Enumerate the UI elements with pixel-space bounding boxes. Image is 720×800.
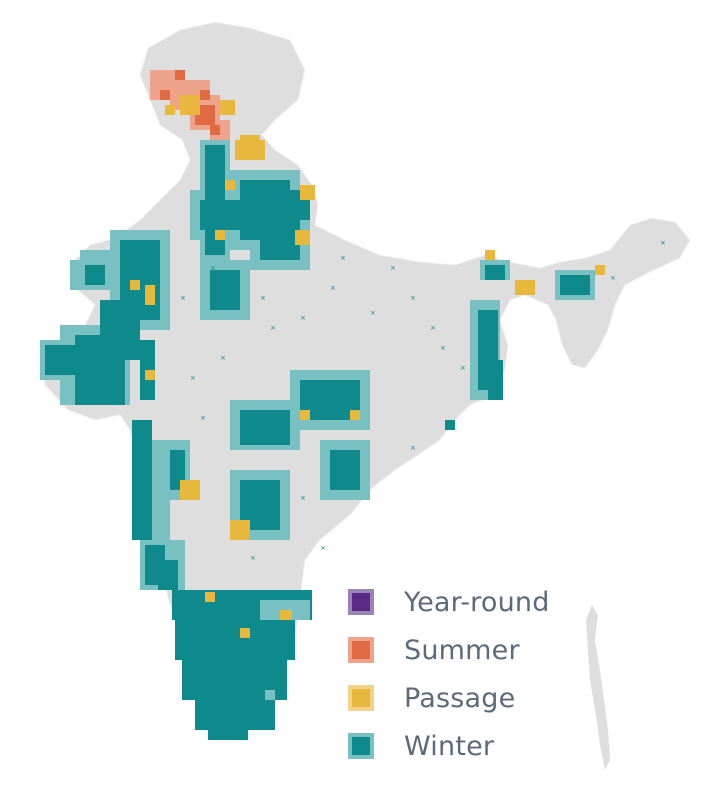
grid-cell (200, 200, 240, 230)
winter-swatch (348, 733, 374, 759)
legend-label: Summer (404, 634, 520, 666)
grid-cell (100, 300, 140, 360)
grid-cell (200, 90, 210, 100)
grid-cell (280, 610, 292, 620)
grid-cell (210, 125, 220, 135)
grid-cell (265, 690, 275, 700)
record-marker: × (210, 264, 216, 272)
record-markers: × × × × × × × × × × × × × × × × × × × × × × × (180, 239, 666, 562)
record-marker: × (660, 239, 666, 247)
grid-cell (205, 592, 215, 602)
grid-cell (330, 450, 360, 490)
record-marker: × (460, 364, 466, 372)
grid-cell (160, 90, 170, 100)
grid-cell (240, 410, 290, 445)
grid-cells (40, 70, 605, 740)
grid-cell (260, 220, 300, 260)
record-marker: × (370, 309, 376, 317)
record-marker: × (320, 544, 326, 552)
grid-cell (175, 70, 185, 80)
record-marker: × (410, 294, 416, 302)
grid-cell (210, 270, 240, 310)
record-marker: × (390, 264, 396, 272)
grid-cell (130, 280, 140, 290)
grid-cell (488, 360, 503, 400)
grid-cell (180, 95, 200, 115)
legend-label: Year-round (404, 586, 550, 618)
grid-cell (300, 185, 315, 200)
record-marker: × (190, 374, 196, 382)
grid-cell (595, 265, 605, 275)
grid-cell (132, 420, 152, 540)
grid-cell (445, 420, 455, 430)
record-marker: × (340, 254, 346, 262)
record-marker: × (410, 444, 416, 452)
grid-cell (208, 730, 248, 740)
legend-item-summer: Summer (348, 626, 648, 674)
record-marker: × (610, 274, 616, 282)
passage-swatch (348, 685, 374, 711)
legend-item-winter: Winter (348, 722, 648, 770)
record-marker: × (440, 344, 446, 352)
grid-cell (560, 275, 590, 295)
andaman-islands (586, 605, 610, 770)
record-marker: × (220, 354, 226, 362)
grid-cell (195, 700, 275, 730)
grid-cell (240, 135, 260, 155)
grid-cell (225, 180, 235, 190)
record-marker: × (270, 324, 276, 332)
grid-cell (485, 250, 495, 260)
grid-cell (85, 265, 105, 285)
record-marker: × (260, 294, 266, 302)
grid-cell (515, 280, 535, 295)
year-round-swatch (348, 589, 374, 615)
grid-cell (158, 560, 178, 590)
grid-cell (145, 370, 155, 380)
legend-label: Winter (404, 730, 495, 762)
grid-cell (165, 105, 175, 115)
grid-cell (145, 285, 155, 305)
grid-cell (220, 100, 235, 115)
record-marker: × (250, 554, 256, 562)
grid-cell (180, 480, 200, 500)
legend: Year-round Summer Passage Winter (348, 578, 648, 770)
grid-cell (230, 520, 250, 540)
legend-label: Passage (404, 682, 516, 714)
grid-cell (240, 628, 250, 638)
record-marker: × (300, 314, 306, 322)
record-marker: × (330, 284, 336, 292)
legend-item-year-round: Year-round (348, 578, 648, 626)
grid-cell (295, 230, 310, 245)
legend-item-passage: Passage (348, 674, 648, 722)
grid-cell (215, 230, 225, 240)
record-marker: × (200, 414, 206, 422)
grid-cell (485, 265, 505, 280)
grid-cell (350, 410, 360, 420)
record-marker: × (350, 464, 356, 472)
record-marker: × (180, 294, 186, 302)
record-marker: × (300, 494, 306, 502)
grid-cell (175, 620, 295, 660)
grid-cell (300, 410, 310, 420)
summer-swatch (348, 637, 374, 663)
record-marker: × (430, 324, 436, 332)
